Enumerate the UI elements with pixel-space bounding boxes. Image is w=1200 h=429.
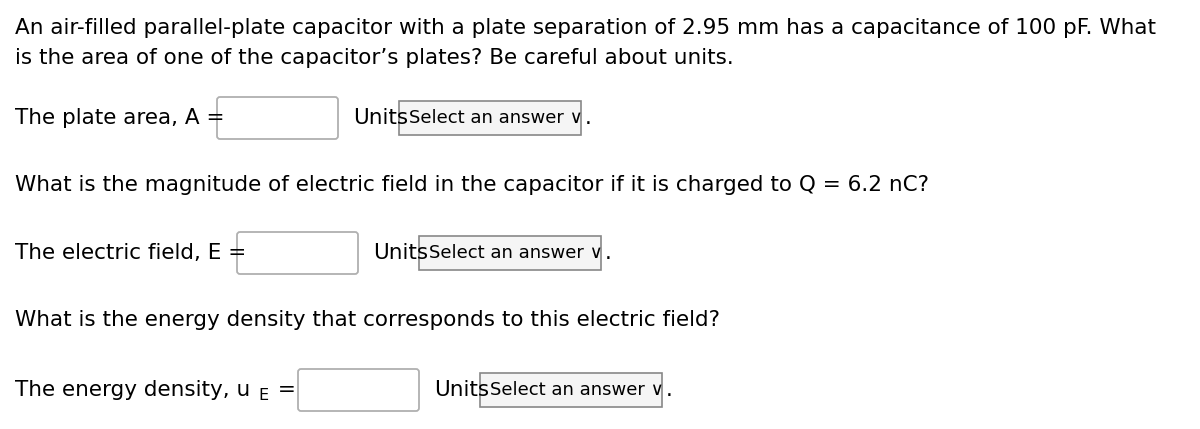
Text: Select an answer ∨: Select an answer ∨ (490, 381, 664, 399)
Text: E: E (258, 387, 268, 402)
Text: Units: Units (373, 243, 428, 263)
FancyBboxPatch shape (480, 373, 662, 407)
Text: Select an answer ∨: Select an answer ∨ (430, 244, 602, 262)
FancyBboxPatch shape (419, 236, 601, 270)
FancyBboxPatch shape (238, 232, 358, 274)
Text: An air-filled parallel-plate capacitor with a plate separation of 2.95 mm has a : An air-filled parallel-plate capacitor w… (14, 18, 1156, 38)
FancyBboxPatch shape (217, 97, 338, 139)
Text: =: = (271, 380, 296, 400)
Text: The plate area, A =: The plate area, A = (14, 108, 224, 128)
Text: Units: Units (434, 380, 490, 400)
FancyBboxPatch shape (398, 101, 581, 135)
Text: The electric field, E =: The electric field, E = (14, 243, 246, 263)
Text: Units: Units (353, 108, 408, 128)
Text: Select an answer ∨: Select an answer ∨ (409, 109, 583, 127)
FancyBboxPatch shape (298, 369, 419, 411)
Text: .: . (586, 108, 592, 128)
Text: The energy density, u: The energy density, u (14, 380, 251, 400)
Text: .: . (605, 243, 612, 263)
Text: .: . (666, 380, 673, 400)
Text: What is the energy density that corresponds to this electric field?: What is the energy density that correspo… (14, 310, 720, 330)
Text: is the area of one of the capacitor’s plates? Be careful about units.: is the area of one of the capacitor’s pl… (14, 48, 733, 68)
Text: What is the magnitude of electric field in the capacitor if it is charged to Q =: What is the magnitude of electric field … (14, 175, 929, 195)
